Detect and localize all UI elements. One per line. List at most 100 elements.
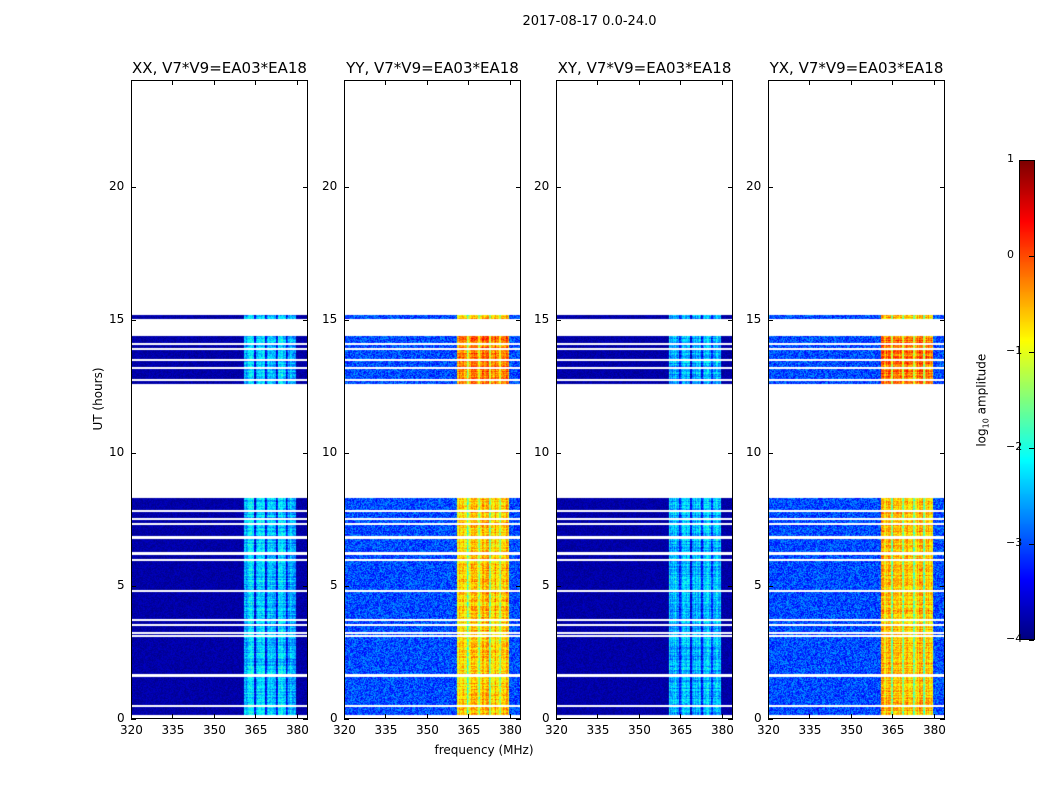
x-tick xyxy=(638,714,640,719)
x-tick xyxy=(213,80,215,85)
x-tick xyxy=(850,80,852,85)
y-tick xyxy=(728,452,733,454)
y-tick xyxy=(303,186,308,188)
y-tick xyxy=(556,186,561,188)
y-tick xyxy=(768,719,773,720)
x-tick xyxy=(768,714,769,719)
y-tick xyxy=(728,186,733,188)
x-axis-label: frequency (MHz) xyxy=(434,743,534,757)
x-tick-label: 365 xyxy=(457,723,481,737)
x-tick xyxy=(468,80,470,85)
x-tick xyxy=(426,714,428,719)
y-tick xyxy=(516,452,521,454)
x-tick xyxy=(721,714,723,719)
panel-title-xx: XX, V7*V9=EA03*EA18 xyxy=(132,59,307,77)
x-tick xyxy=(933,80,935,85)
x-tick-label: 335 xyxy=(161,723,185,737)
y-tick xyxy=(940,452,945,454)
y-tick-label: 10 xyxy=(322,444,338,459)
panel-xy xyxy=(556,80,733,719)
x-tick-label: 380 xyxy=(285,723,309,737)
x-tick xyxy=(255,80,257,85)
x-tick xyxy=(131,714,132,719)
colorbar-tick xyxy=(1029,160,1034,161)
colorbar-tick-label: 1 xyxy=(1007,152,1014,165)
y-tick xyxy=(940,186,945,188)
x-tick xyxy=(213,714,215,719)
x-tick-label: 335 xyxy=(798,723,822,737)
y-tick xyxy=(131,186,136,188)
y-tick-label: 5 xyxy=(330,577,338,592)
y-tick-label: 0 xyxy=(754,711,762,725)
y-tick-label: 5 xyxy=(754,577,762,592)
x-tick-label: 320 xyxy=(120,723,143,737)
y-tick-label: 15 xyxy=(109,311,125,326)
x-tick-label: 350 xyxy=(202,723,226,737)
x-tick xyxy=(556,714,557,719)
panel-xx xyxy=(131,80,308,719)
x-tick xyxy=(131,80,132,85)
panel-title-yx: YX, V7*V9=EA03*EA18 xyxy=(769,59,944,77)
heatmap-xy xyxy=(557,81,732,718)
heatmap-xx xyxy=(132,81,307,718)
y-tick xyxy=(344,585,349,587)
y-tick xyxy=(131,719,136,720)
colorbar-tick-label: −4 xyxy=(1006,632,1023,645)
y-tick xyxy=(131,585,136,587)
x-tick xyxy=(721,80,723,85)
colorbar-tick-label: −1 xyxy=(1006,344,1023,357)
panel-yy xyxy=(344,80,521,719)
x-tick-label: 350 xyxy=(415,723,439,737)
y-tick xyxy=(556,452,561,454)
y-tick-label: 0 xyxy=(542,711,550,725)
y-tick xyxy=(728,719,733,720)
y-tick-label: 10 xyxy=(534,444,550,459)
y-axis-label: UT (hours) xyxy=(91,367,105,431)
colorbar-tick xyxy=(1029,352,1034,353)
colorbar-tick xyxy=(1029,256,1034,257)
x-tick xyxy=(509,80,511,85)
heatmap-yy xyxy=(345,81,520,718)
y-tick xyxy=(516,719,521,720)
y-tick-label: 20 xyxy=(322,178,338,193)
x-tick xyxy=(892,80,894,85)
y-tick-label: 20 xyxy=(534,178,550,193)
x-tick-label: 320 xyxy=(545,723,568,737)
x-tick xyxy=(509,714,511,719)
panel-title-yy: YY, V7*V9=EA03*EA18 xyxy=(346,59,519,77)
x-tick xyxy=(344,80,345,85)
x-tick-label: 320 xyxy=(757,723,780,737)
y-tick xyxy=(768,452,773,454)
y-tick xyxy=(940,585,945,587)
y-tick xyxy=(303,585,308,587)
y-tick xyxy=(131,452,136,454)
x-tick xyxy=(385,80,387,85)
x-tick-label: 380 xyxy=(498,723,522,737)
y-tick-label: 10 xyxy=(109,444,125,459)
panel-title-xy: XY, V7*V9=EA03*EA18 xyxy=(557,59,732,77)
y-tick-label: 20 xyxy=(746,178,762,193)
panel-yx xyxy=(768,80,945,719)
colorbar xyxy=(1019,160,1035,640)
y-tick-label: 15 xyxy=(534,311,550,326)
y-tick xyxy=(768,585,773,587)
colorbar-tick-label: −2 xyxy=(1006,440,1023,453)
colorbar-tick xyxy=(1029,544,1034,545)
y-tick xyxy=(344,452,349,454)
y-tick xyxy=(303,719,308,720)
y-tick-label: 5 xyxy=(117,577,125,592)
y-tick xyxy=(516,319,521,321)
x-tick-label: 335 xyxy=(586,723,610,737)
x-tick xyxy=(296,714,298,719)
x-tick xyxy=(768,80,769,85)
colorbar-tick-label: 0 xyxy=(1007,248,1014,261)
y-tick xyxy=(516,186,521,188)
y-tick xyxy=(940,719,945,720)
x-tick-label: 365 xyxy=(669,723,693,737)
x-tick-label: 365 xyxy=(244,723,268,737)
y-tick xyxy=(516,585,521,587)
y-tick xyxy=(344,719,349,720)
colorbar-label: log10 amplitude xyxy=(974,353,991,447)
x-tick xyxy=(933,714,935,719)
x-tick xyxy=(892,714,894,719)
